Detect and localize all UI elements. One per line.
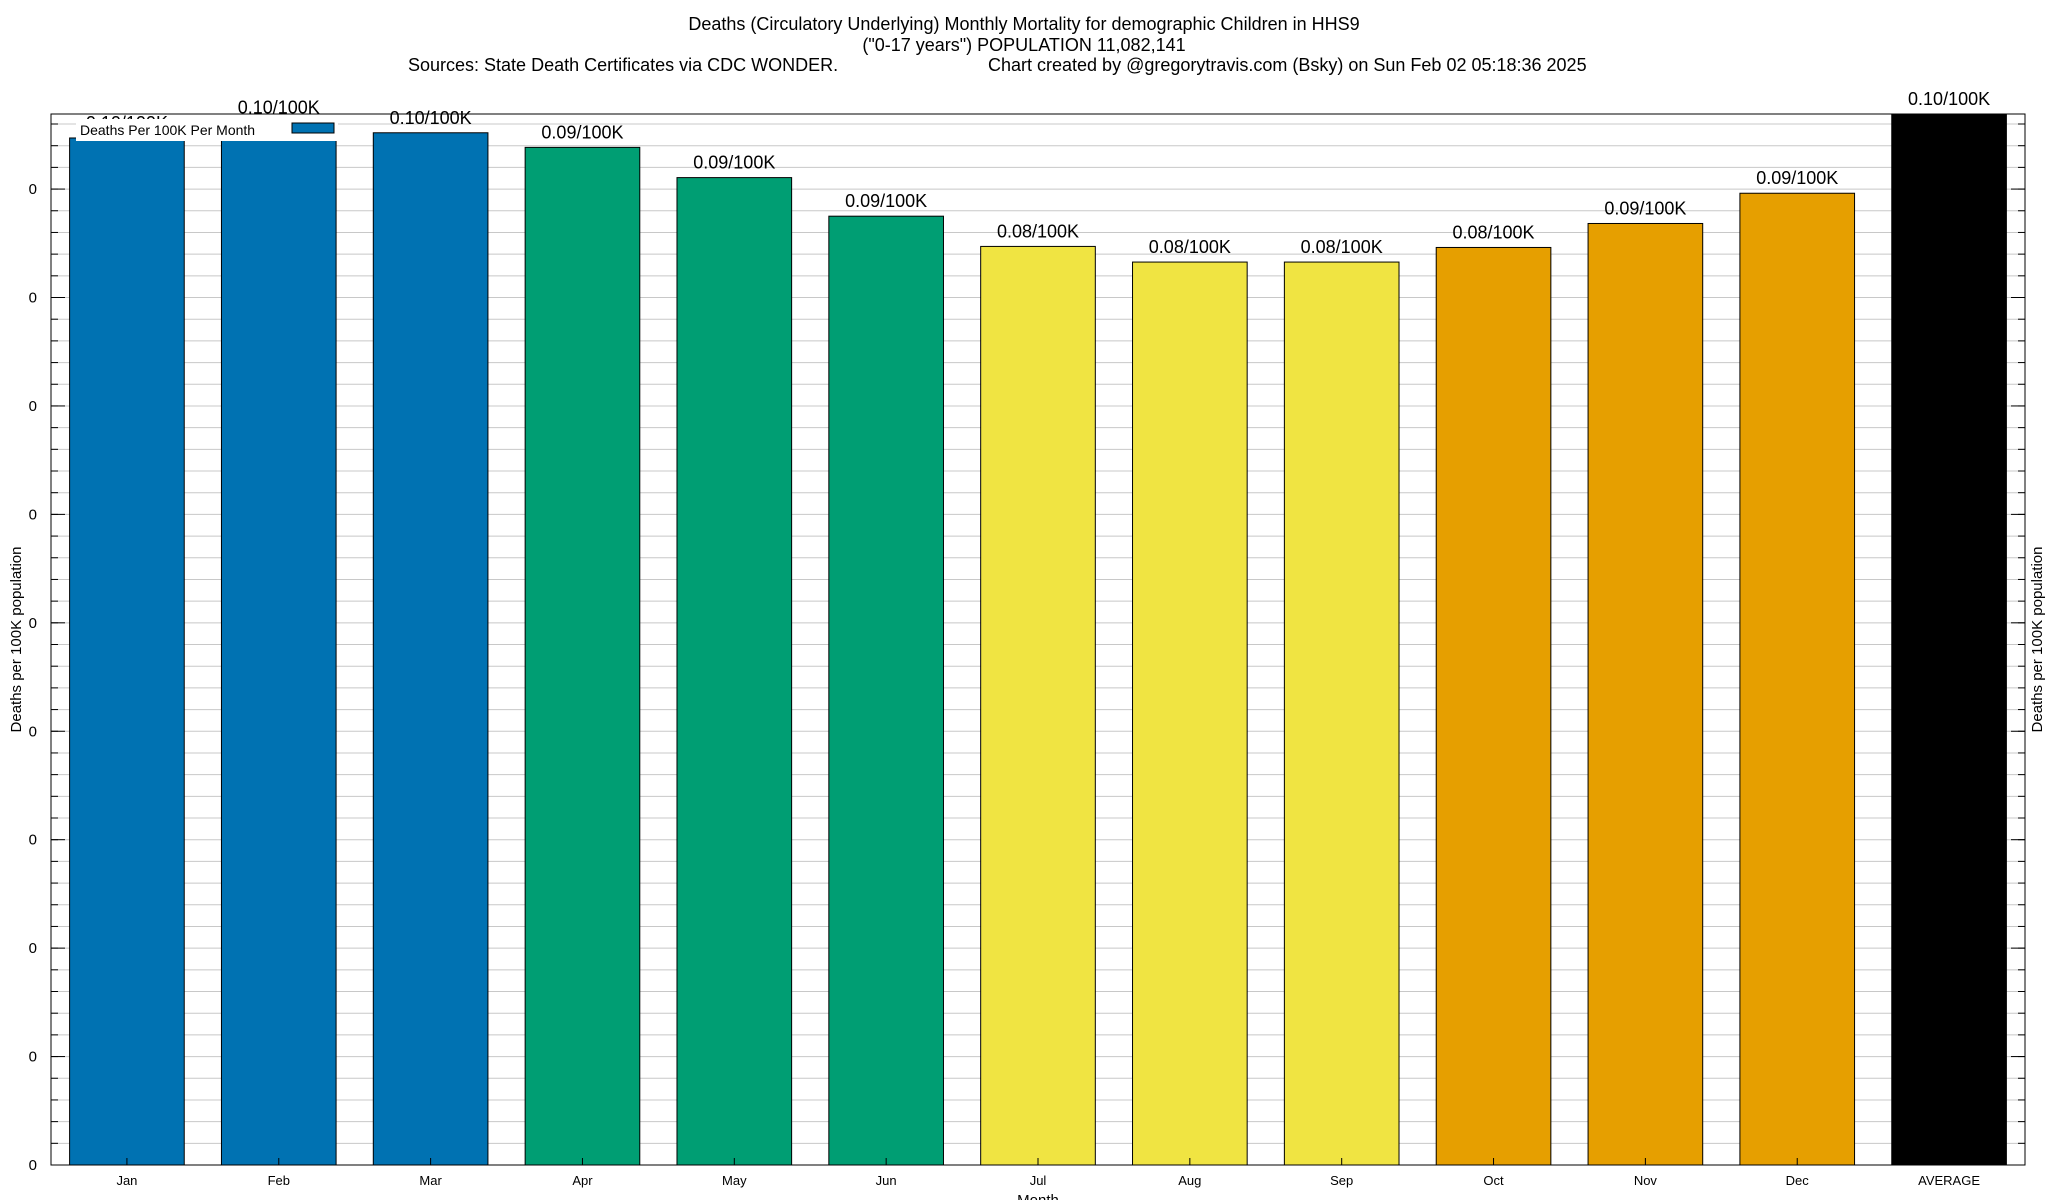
chart-subtitle: ("0-17 years") POPULATION 11,082,141 (862, 35, 1186, 55)
x-tick-label: Oct (1483, 1173, 1504, 1188)
x-tick-label: Jul (1030, 1173, 1047, 1188)
legend-background (76, 119, 338, 141)
value-labels-layer: 0.10/100K 0.10/100K 0.10/100K 0.09/100K 0.09… (86, 89, 1990, 257)
y-axis-label-left: Deaths per 100K population (8, 547, 25, 733)
chart-credit: Chart created by @gregorytravis.com (Bsk… (988, 55, 1587, 75)
y-tick-label: 0 (29, 615, 37, 632)
bar-apr (524, 146, 641, 1166)
bar-value-label: 0.08/100K (1452, 222, 1534, 242)
x-tick-label: Jun (876, 1173, 897, 1188)
bars-layer (69, 113, 2007, 1166)
x-tick-label: Dec (1786, 1173, 1810, 1188)
y-axis-label-right: Deaths per 100K population (2029, 547, 2046, 733)
x-tick-label: May (722, 1173, 747, 1188)
legend-label: Deaths Per 100K Per Month (80, 122, 255, 138)
y-tick-label: 0 (29, 723, 37, 740)
bar-value-label: 0.10/100K (1908, 89, 1990, 109)
bar-value-label: 0.10/100K (390, 108, 472, 128)
y-tick-label: 0 (29, 398, 37, 415)
bar-feb (220, 121, 337, 1166)
y-tick-label: 0 (29, 181, 37, 198)
bar-value-label: 0.09/100K (1756, 168, 1838, 188)
bar-jan (69, 137, 185, 1166)
legend-swatch (291, 122, 335, 134)
bar-value-label: 0.09/100K (845, 191, 927, 211)
x-tick-label: Nov (1634, 1173, 1658, 1188)
bar-oct (1435, 246, 1552, 1166)
bar-jul (980, 245, 1096, 1166)
x-tick-label: Mar (419, 1173, 442, 1188)
y-tick-label: 0 (29, 506, 37, 523)
x-tick-label: Apr (572, 1173, 593, 1188)
bar-value-label: 0.09/100K (1604, 198, 1686, 218)
bar-mar (372, 132, 489, 1166)
bar-value-label: 0.09/100K (693, 153, 775, 173)
axes-layer: 0 0 0 0 0 0 0 0 0 0 Jan Feb Mar Apr May Jun Jul Aug Sep Oct… (29, 113, 2026, 1188)
bar-value-label: 0.08/100K (1301, 237, 1383, 257)
x-tick-label: Jan (116, 1173, 137, 1188)
bar-may (676, 177, 793, 1166)
bar-value-label: 0.08/100K (997, 221, 1079, 241)
bar-value-label: 0.08/100K (1149, 237, 1231, 257)
x-tick-label: Sep (1330, 1173, 1353, 1188)
bar-average (1891, 113, 2007, 1166)
bar-value-label: 0.09/100K (541, 122, 623, 142)
bar-dec (1739, 192, 1856, 1166)
bar-aug (1132, 261, 1248, 1166)
x-tick-label: Feb (268, 1173, 290, 1188)
x-tick-label: Aug (1178, 1173, 1201, 1188)
legend: Deaths Per 100K Per Month (76, 119, 338, 141)
y-tick-label: 0 (29, 940, 37, 957)
y-tick-label: 0 (29, 290, 37, 307)
bar-jun (828, 215, 944, 1166)
x-axis-label: Month (1017, 1192, 1059, 1200)
chart-title: Deaths (Circulatory Underlying) Monthly … (688, 14, 1360, 34)
bar-value-label: 0.10/100K (238, 97, 320, 117)
chart-sources: Sources: State Death Certificates via CD… (408, 55, 839, 75)
bar-sep (1283, 261, 1400, 1166)
y-tick-label: 0 (29, 1157, 37, 1174)
bar-nov (1587, 222, 1704, 1166)
x-tick-label: AVERAGE (1918, 1173, 1980, 1188)
plot-frame (50, 113, 2026, 1166)
y-tick-label: 0 (29, 1049, 37, 1066)
y-tick-label: 0 (29, 832, 37, 849)
